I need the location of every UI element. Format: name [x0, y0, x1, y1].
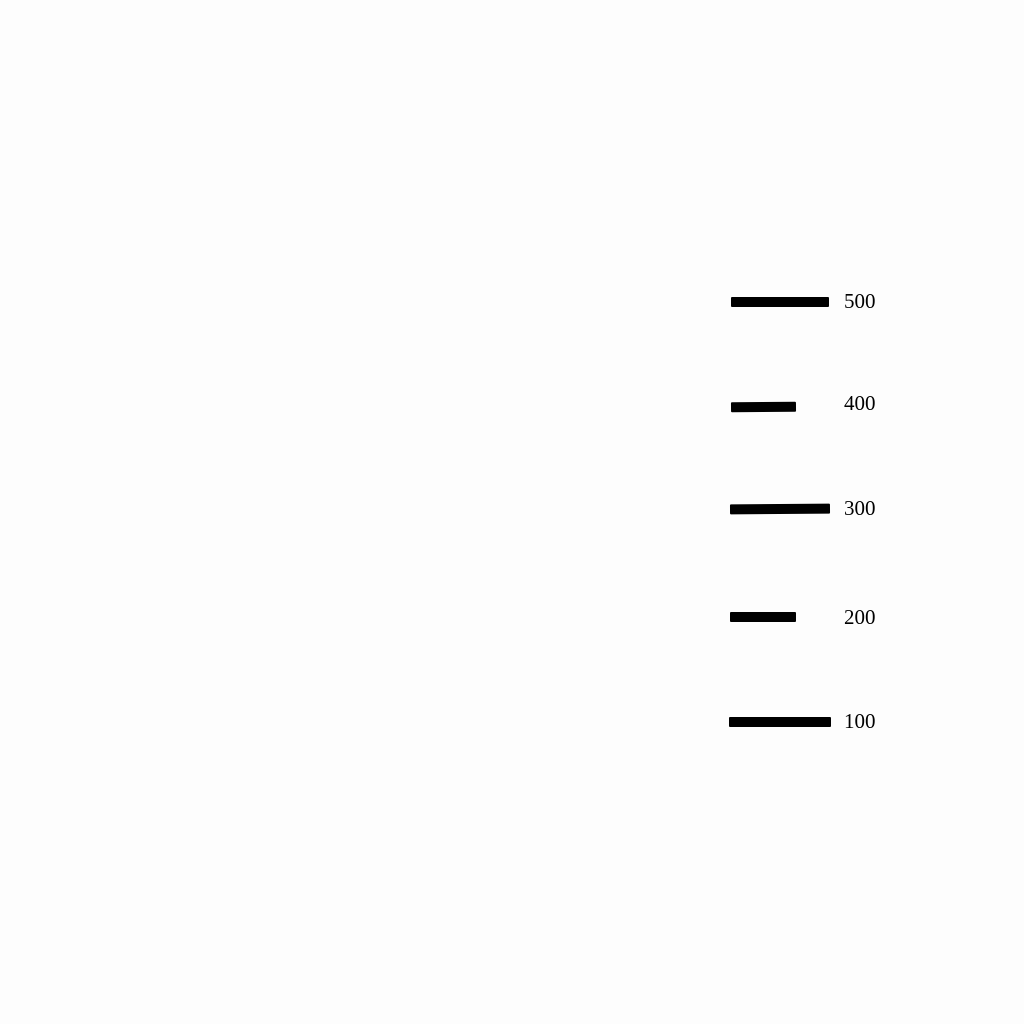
tick-bar-300 — [729, 503, 831, 515]
tick-bar-100 — [729, 717, 831, 727]
tick-label-400: 400 — [844, 391, 876, 415]
tick-bar-500 — [731, 297, 829, 307]
tick-bar-200 — [730, 612, 796, 622]
tick-label-300: 300 — [844, 496, 876, 520]
tick-bar-400 — [730, 401, 797, 413]
tick-label-200: 200 — [844, 605, 876, 629]
tick-label-100: 100 — [844, 709, 876, 733]
tick-label-500: 500 — [844, 289, 876, 313]
